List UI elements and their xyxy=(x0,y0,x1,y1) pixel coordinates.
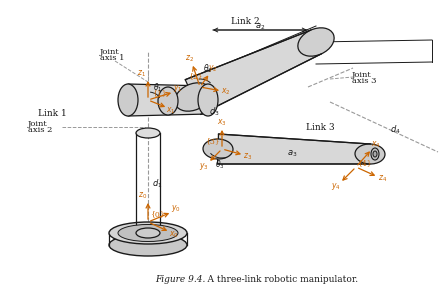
Text: $z_0$: $z_0$ xyxy=(138,191,148,201)
Text: $x_4$: $x_4$ xyxy=(371,140,381,150)
Text: $z_4$: $z_4$ xyxy=(379,174,388,184)
Text: $y_3$: $y_3$ xyxy=(199,162,209,173)
Text: $x_0$: $x_0$ xyxy=(169,230,179,240)
Text: axis 1: axis 1 xyxy=(100,54,124,62)
Ellipse shape xyxy=(118,225,178,241)
Text: $x_3$: $x_3$ xyxy=(217,118,227,128)
Text: Joint: Joint xyxy=(100,48,120,56)
Text: Figure 9.4.: Figure 9.4. xyxy=(155,274,205,284)
Ellipse shape xyxy=(118,84,138,116)
Text: $y_1$: $y_1$ xyxy=(173,83,183,94)
Ellipse shape xyxy=(198,84,218,116)
Ellipse shape xyxy=(158,87,178,115)
Polygon shape xyxy=(128,84,208,116)
Text: Link 3: Link 3 xyxy=(306,122,334,132)
Text: {0}: {0} xyxy=(150,210,164,218)
Ellipse shape xyxy=(175,83,211,111)
Ellipse shape xyxy=(373,151,377,157)
Ellipse shape xyxy=(298,28,334,56)
Polygon shape xyxy=(218,134,370,164)
Text: axis 3: axis 3 xyxy=(352,77,376,85)
Text: $d_3$: $d_3$ xyxy=(209,106,219,118)
Ellipse shape xyxy=(109,234,187,256)
Text: {1}: {1} xyxy=(152,89,166,97)
Text: Link 2: Link 2 xyxy=(231,18,259,26)
Text: $y_4$: $y_4$ xyxy=(331,181,341,192)
Text: $y_2$: $y_2$ xyxy=(208,64,218,75)
Text: $y_0$: $y_0$ xyxy=(171,203,181,214)
Ellipse shape xyxy=(109,222,187,244)
Ellipse shape xyxy=(136,228,160,238)
Text: $\theta_1$: $\theta_1$ xyxy=(153,82,163,94)
Text: $\theta_2$: $\theta_2$ xyxy=(203,63,213,75)
Text: $\theta_3$: $\theta_3$ xyxy=(215,159,225,171)
Text: axis 2: axis 2 xyxy=(28,126,52,134)
Polygon shape xyxy=(185,30,321,114)
Text: $z_3$: $z_3$ xyxy=(244,152,252,162)
Text: $x_1$: $x_1$ xyxy=(166,106,176,116)
Text: {4}: {4} xyxy=(357,159,371,167)
Text: {2}: {2} xyxy=(188,72,202,80)
Ellipse shape xyxy=(203,139,233,159)
Ellipse shape xyxy=(371,148,379,160)
Text: $z_2$: $z_2$ xyxy=(185,54,194,64)
Text: $d_4$: $d_4$ xyxy=(390,124,401,136)
Text: {3}: {3} xyxy=(205,137,219,145)
Text: $d_1$: $d_1$ xyxy=(152,178,162,190)
Ellipse shape xyxy=(136,128,160,138)
Text: Joint: Joint xyxy=(28,120,48,128)
Text: Link 1: Link 1 xyxy=(38,110,67,119)
Text: $x_2$: $x_2$ xyxy=(221,87,231,97)
Text: A three-link robotic manipulator.: A three-link robotic manipulator. xyxy=(196,274,358,284)
Text: $a_2$: $a_2$ xyxy=(255,22,265,32)
Text: $z_1$: $z_1$ xyxy=(136,69,145,79)
Text: Joint: Joint xyxy=(352,71,372,79)
Text: $a_3$: $a_3$ xyxy=(287,149,297,159)
Ellipse shape xyxy=(355,144,385,164)
